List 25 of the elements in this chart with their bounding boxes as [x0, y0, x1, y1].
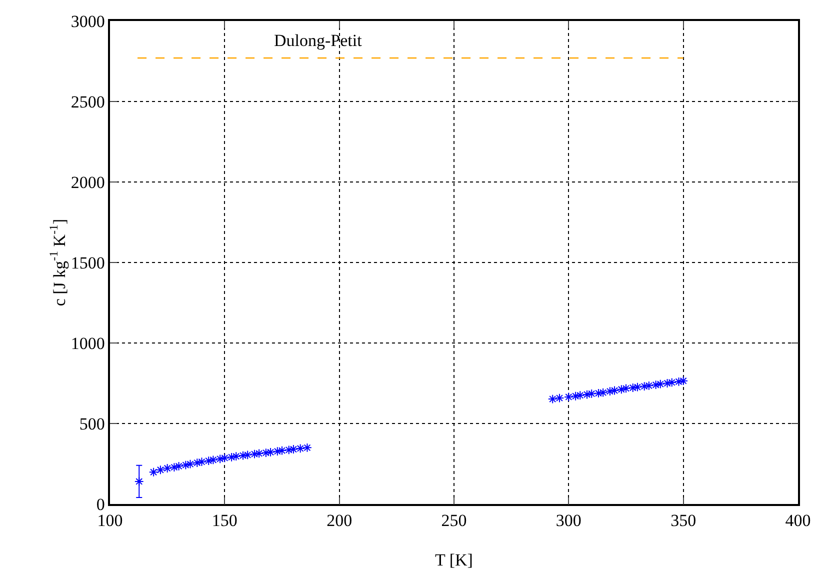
x-tick-label: 250	[441, 511, 467, 530]
point	[156, 465, 166, 475]
point	[162, 464, 172, 473]
y-tick-label: 1500	[70, 253, 105, 272]
x-tick-label: 350	[670, 511, 696, 530]
x-axis-title: T [K]	[435, 550, 473, 570]
point	[134, 476, 144, 486]
x-tick-label: 200	[326, 511, 352, 530]
y-tick-label: 1000	[70, 334, 105, 353]
y-tick-label: 0	[96, 494, 105, 514]
y-tick-label: 2000	[70, 172, 105, 192]
point	[302, 442, 312, 452]
series-label: Dulong-Petit	[274, 31, 362, 50]
point	[148, 467, 158, 477]
x-tick-label: 400	[785, 511, 811, 530]
point	[554, 393, 564, 403]
x-tick-label: 300	[556, 511, 582, 530]
point	[296, 444, 306, 454]
x-tick-label: 150	[212, 511, 238, 530]
y-tick-label: 3000	[70, 12, 105, 31]
x-tick-label: 100	[97, 511, 123, 530]
point	[548, 394, 558, 404]
y-tick-label: 2500	[70, 92, 105, 112]
point	[564, 392, 574, 402]
y-tick-label: 500	[79, 414, 105, 434]
